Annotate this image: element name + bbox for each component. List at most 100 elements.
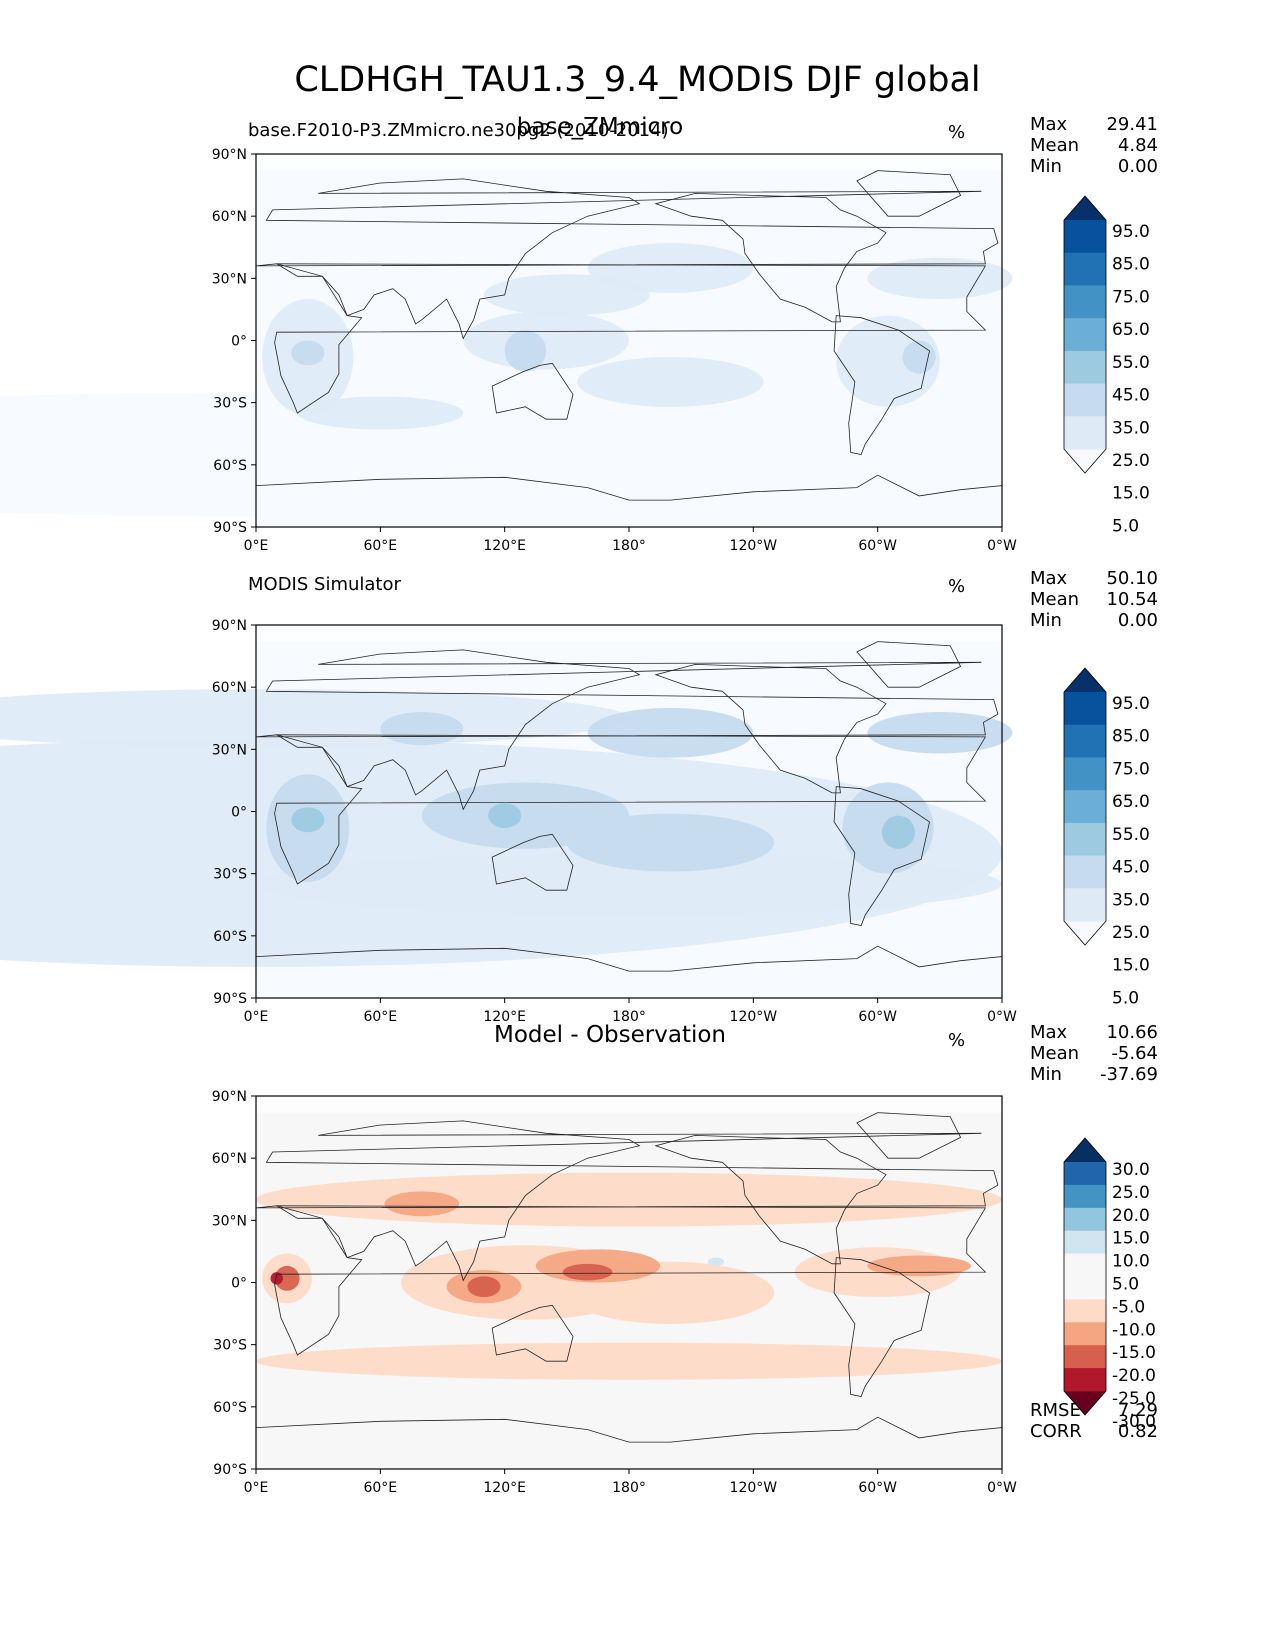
- map-diff: 90°N 60°N 30°N 0° 30°S 60°S 90°S 0°E 60°E 120°E 18…: [212, 1089, 1017, 1496]
- x-tick-label: 60°E: [363, 1009, 397, 1025]
- y-tick-label: 60°N: [212, 1151, 247, 1167]
- x-tick-label: 60°E: [363, 538, 397, 554]
- nodata-cap: [256, 1096, 1002, 1113]
- field-contour: [401, 1245, 650, 1320]
- colorbar-bin: [1064, 1184, 1106, 1209]
- colorbar-bin: [1064, 888, 1106, 922]
- y-tick-label: 60°S: [213, 929, 247, 945]
- field-contour: [488, 803, 522, 829]
- y-tick-label: 60°S: [213, 458, 247, 474]
- stat-label: Mean: [1030, 135, 1080, 156]
- figure-title: CLDHGH_TAU1.3_9.4_MODIS DJF global: [294, 60, 981, 100]
- y-tick-label: 0°: [231, 334, 247, 350]
- coastline: [255, 178, 999, 340]
- colorbar-tick-label: 5.0: [1112, 516, 1139, 536]
- panel-diff-stats: Max 10.66 Mean -5.64 Min -37.69: [1030, 1022, 1158, 1092]
- coastline: [856, 170, 962, 217]
- colorbar-tick-label: 65.0: [1112, 792, 1150, 812]
- colorbar-tick-label: 65.0: [1112, 320, 1150, 340]
- coastline: [255, 1416, 1003, 1470]
- stat-min: 0.00: [1117, 610, 1158, 631]
- x-tick-label: 0°E: [244, 1009, 269, 1025]
- colorbar-extend-min: [1064, 449, 1106, 473]
- colorbar-bin: [1064, 724, 1106, 758]
- nodata-cap: [256, 625, 1002, 642]
- colorbar-bin: [1064, 1162, 1106, 1186]
- map-frame: [255, 624, 1003, 999]
- stat-mean: 4.84: [1117, 135, 1158, 156]
- colorbar-tick-label: 15.0: [1112, 484, 1150, 504]
- map-test: 90°N 60°N 30°N 0° 30°S 60°S 90°S 0°E 60°E 120°E 18…: [0, 147, 1017, 554]
- colorbar-bin: [1064, 416, 1106, 450]
- colorbar-bin: [1064, 1276, 1106, 1300]
- colorbar-tick-label: 15.0: [1112, 1229, 1150, 1249]
- colorbar-bin: [1064, 1253, 1106, 1277]
- field-contour: [566, 813, 775, 872]
- field-contour: [380, 712, 464, 746]
- colorbar-extend-min: [1064, 921, 1106, 945]
- field-contour: [867, 257, 1013, 300]
- coastline: [833, 1257, 930, 1397]
- colorbar-outline: [1063, 195, 1107, 474]
- y-tick-label: 0°: [231, 1276, 247, 1292]
- field-contour: [266, 774, 350, 882]
- colorbar-bin: [1064, 252, 1106, 286]
- coastline: [274, 734, 987, 885]
- coastline: [255, 649, 999, 811]
- stat-label: Min: [1030, 610, 1062, 631]
- field-contour: [881, 815, 915, 849]
- colorbar-bin: [1064, 383, 1106, 417]
- nodata-cap: [256, 154, 1002, 171]
- coastline: [491, 1304, 574, 1362]
- field-contour: [867, 1255, 971, 1277]
- stat-mean: 10.54: [1106, 589, 1158, 610]
- x-tick-label: 60°E: [363, 1480, 397, 1496]
- stat-max: 10.66: [1106, 1022, 1158, 1043]
- map-frame: [255, 1095, 1003, 1470]
- colorbar-tick-label: 85.0: [1112, 255, 1150, 275]
- coastline: [255, 945, 1003, 999]
- panel-diff-units: %: [948, 1030, 966, 1051]
- colorbar-tick-label: 20.0: [1112, 1206, 1150, 1226]
- colorbar-bin: [1064, 757, 1106, 791]
- colorbar-tick-label: 55.0: [1112, 353, 1150, 373]
- panel-test-center-title: base_ZMmicro: [516, 114, 684, 140]
- field-contour: [262, 299, 354, 416]
- field-contour: [566, 1261, 775, 1324]
- colorbar-tick-label: 95.0: [1112, 222, 1150, 242]
- colorbar-tick-label: 75.0: [1112, 287, 1150, 307]
- y-tick-label: 90°N: [212, 618, 247, 634]
- map-background: [256, 1096, 1002, 1469]
- coastline: [654, 663, 887, 794]
- coastline: [833, 786, 930, 926]
- colorbar-bin: [1064, 285, 1106, 319]
- colorbar-diff: 30.0 25.0 20.0 15.0 10.0 5.0-5.0 -10.0 -15.0 -20…: [1063, 1137, 1156, 1432]
- colorbar-tick-label: -5.0: [1112, 1297, 1145, 1317]
- colorbar-tick-label: 35.0: [1112, 418, 1150, 438]
- coastline: [274, 263, 987, 414]
- x-tick-label: 120°W: [730, 1480, 778, 1496]
- colorbar-outline: [1063, 1137, 1107, 1416]
- field-contour: [270, 1272, 283, 1285]
- stat-max: 50.10: [1106, 568, 1158, 589]
- y-tick-label: 60°N: [212, 680, 247, 696]
- y-tick-label: 30°S: [213, 1338, 247, 1354]
- colorbar-tick-label: 30.0: [1112, 1160, 1150, 1180]
- x-tick-label: 120°E: [483, 538, 526, 554]
- panel-ref-left-title: MODIS Simulator: [248, 574, 401, 595]
- x-tick-label: 0°E: [244, 1480, 269, 1496]
- y-tick-label: 60°N: [212, 209, 247, 225]
- field-contour: [504, 330, 547, 372]
- y-tick-label: 30°S: [213, 867, 247, 883]
- colorbar-tick-label: 95.0: [1112, 694, 1150, 714]
- panel-test-left-title: base.F2010-P3.ZMmicro.ne30pg2 (2010-2014…: [248, 120, 669, 141]
- y-tick-label: 30°S: [213, 396, 247, 412]
- colorbar-bin: [1064, 1368, 1106, 1392]
- colorbar-tick-label: 5.0: [1112, 988, 1139, 1008]
- colorbar-tick-label: 45.0: [1112, 386, 1150, 406]
- y-tick-label: 90°N: [212, 1089, 247, 1105]
- field-contour: [562, 1263, 613, 1281]
- colorbar-tick-label: 25.0: [1112, 1183, 1150, 1203]
- colorbar-bin: [1064, 692, 1106, 726]
- coastline: [491, 833, 574, 891]
